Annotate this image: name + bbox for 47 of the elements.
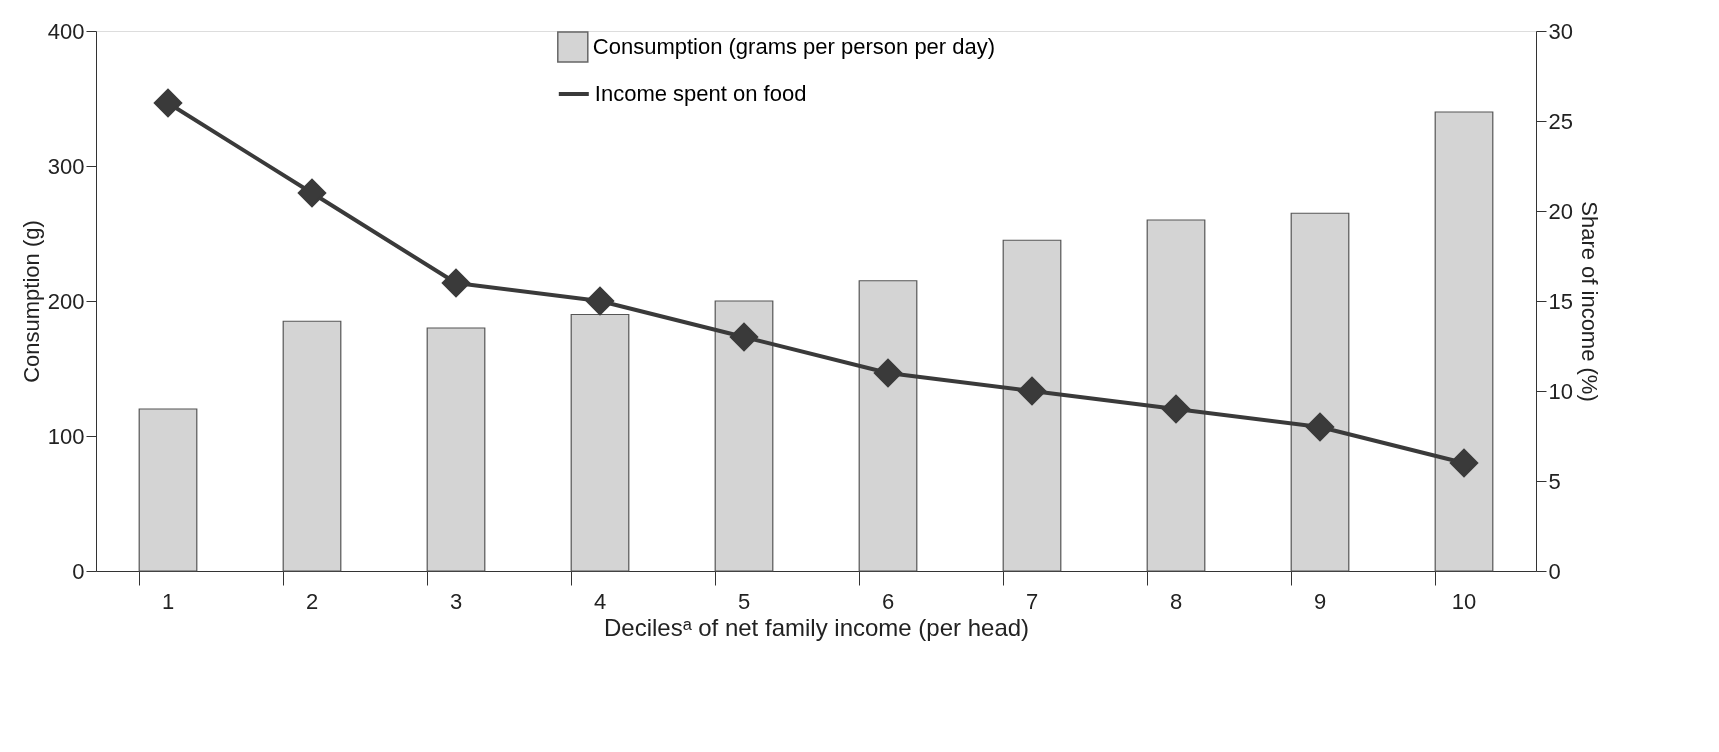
bar (1146, 219, 1206, 572)
x-axis-title: Decilesᵃ of net family income (per head) (603, 613, 1030, 641)
legend-label: Consumption (grams per person per day) (592, 34, 996, 59)
y-tick-label: 300 (47, 153, 85, 179)
y2-axis-title: Share of income (%) (1576, 201, 1602, 402)
x-tick-label: 8 (1169, 588, 1183, 614)
x-tick-label: 6 (881, 588, 895, 614)
y2-tick-label: 0 (1548, 558, 1561, 584)
y-tick-label: 400 (47, 18, 85, 44)
point (1449, 448, 1479, 478)
y-tick-label: 100 (47, 423, 85, 449)
x-tick-label: 5 (737, 588, 751, 614)
bar (282, 320, 342, 572)
bar (1290, 212, 1350, 572)
point (1305, 412, 1335, 442)
point (153, 88, 183, 118)
bar (1434, 111, 1494, 572)
x-tick-label: 4 (593, 588, 607, 614)
bar (858, 280, 918, 572)
bar (714, 300, 774, 572)
legend-label: Income spent on food (594, 81, 807, 106)
y-tick-label: 200 (47, 288, 85, 314)
x-tick-label: 10 (1451, 588, 1477, 614)
point (1161, 394, 1191, 424)
point (729, 322, 759, 352)
y2-tick-label: 20 (1548, 198, 1573, 224)
x-tick-label: 3 (449, 588, 463, 614)
bar (1002, 239, 1062, 572)
point (585, 286, 615, 316)
y-tick-label: 0 (72, 558, 85, 584)
y2-tick-label: 25 (1548, 108, 1573, 134)
y-axis-title: Consumption (g) (18, 220, 44, 383)
y2-tick-label: 5 (1548, 468, 1561, 494)
x-tick-label: 7 (1025, 588, 1039, 614)
x-tick-label: 1 (161, 588, 175, 614)
bar (570, 313, 630, 572)
y2-tick-label: 30 (1548, 18, 1573, 44)
point (1017, 376, 1047, 406)
y2-tick-label: 15 (1548, 288, 1573, 314)
point (297, 178, 327, 208)
x-tick-label: 2 (305, 588, 319, 614)
x-tick-label: 9 (1313, 588, 1327, 614)
bar (426, 327, 486, 572)
point (441, 268, 471, 298)
y2-tick-label: 10 (1548, 378, 1573, 404)
point (873, 358, 903, 388)
bar (138, 408, 198, 572)
